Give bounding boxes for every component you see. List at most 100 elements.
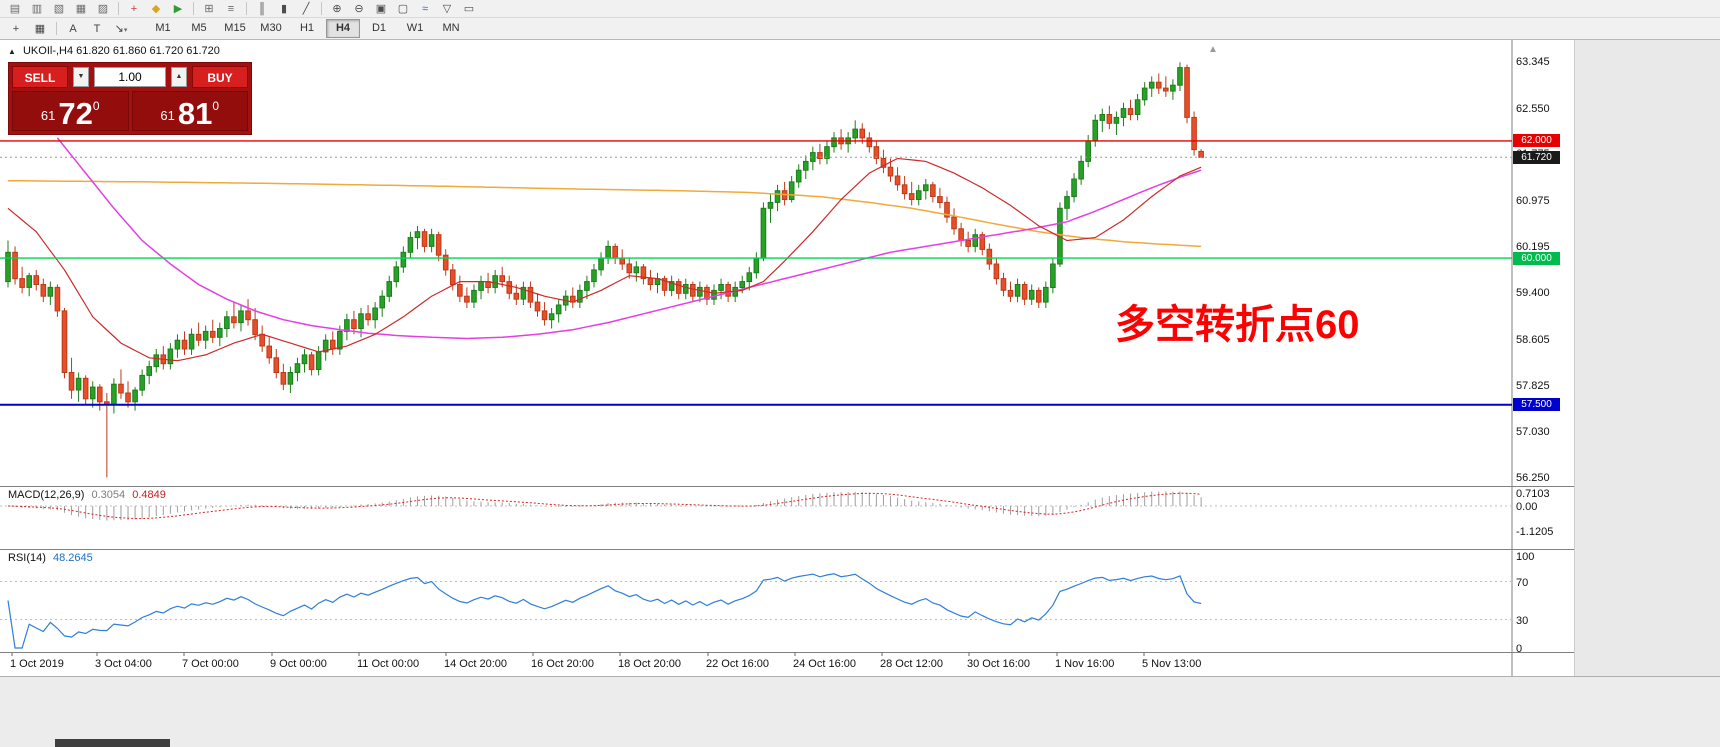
- cascade-windows-icon[interactable]: ▢: [397, 2, 409, 15]
- time-axis-label: 1 Oct 2019: [10, 658, 64, 670]
- macd-value-main: 0.3054: [91, 489, 126, 501]
- sell-price-sup: 0: [92, 99, 100, 113]
- toolbar-separator: [246, 2, 247, 15]
- price-axis-label: 57.030: [1516, 426, 1550, 438]
- volume-input[interactable]: [94, 67, 166, 87]
- timeframe-m5-button[interactable]: M5: [191, 22, 207, 34]
- profiles-icon[interactable]: ≡: [227, 2, 235, 15]
- time-axis-label: 18 Oct 20:00: [618, 658, 681, 670]
- buy-price-big: 81: [177, 96, 213, 132]
- symbol-ohlc-text: UKOIl-,H4 61.820 61.860 61.720 61.720: [22, 45, 220, 57]
- timeframe-m1-button[interactable]: M1: [155, 22, 171, 34]
- rsi-axis-label: 30: [1516, 615, 1529, 627]
- templates-icon[interactable]: ▭: [463, 2, 475, 15]
- crosshair-icon[interactable]: +: [12, 22, 20, 35]
- line-chart-icon[interactable]: ╱: [302, 2, 310, 15]
- price-tag-61.720: 61.720: [1513, 151, 1560, 164]
- timeframe-w1-button[interactable]: W1: [406, 22, 424, 34]
- timeframe-mn-button[interactable]: MN: [442, 22, 460, 34]
- timeframe-bar: M1 M5 M15 M30 H1 H4 D1 W1 MN: [145, 19, 469, 38]
- rsi-axis-label: 100: [1516, 551, 1535, 563]
- arrow-tools-icon[interactable]: ↘▾: [114, 22, 128, 35]
- candlestick-chart-icon[interactable]: ▮: [280, 2, 288, 15]
- macd-axis-label: 0.00: [1516, 501, 1538, 513]
- timeframe-h1-button[interactable]: H1: [299, 22, 315, 34]
- chart-header: ▲ UKOIl-,H4 61.820 61.860 61.720 61.720: [8, 45, 220, 57]
- time-axis-label: 16 Oct 20:00: [531, 658, 594, 670]
- macd-value-signal: 0.4849: [132, 489, 166, 501]
- time-axis-label: 30 Oct 16:00: [967, 658, 1030, 670]
- strategy-tester-icon[interactable]: ▨: [97, 2, 109, 15]
- buy-price-display[interactable]: 61 81 0: [131, 91, 248, 132]
- bar-chart-icon[interactable]: ║: [258, 2, 266, 15]
- timeframe-h4-button[interactable]: H4: [326, 19, 360, 38]
- price-axis-label: 60.195: [1516, 241, 1550, 253]
- toolbar-separator: [118, 2, 119, 15]
- price-tag-60.000: 60.000: [1513, 252, 1560, 265]
- one-click-toggle-icon[interactable]: ▲: [8, 47, 16, 56]
- new-chart-icon[interactable]: ⊞: [204, 2, 214, 15]
- window-right-margin: [1574, 40, 1720, 676]
- price-tag-57.500: 57.500: [1513, 398, 1560, 411]
- sell-price-display[interactable]: 61 72 0: [12, 91, 129, 131]
- toolbar-separator: [56, 22, 57, 35]
- time-axis-label: 9 Oct 00:00: [270, 658, 327, 670]
- metaeditor-icon[interactable]: ◆: [151, 2, 161, 15]
- data-window-icon[interactable]: ▥: [31, 2, 43, 15]
- price-axis-label: 56.250: [1516, 472, 1550, 484]
- chart-shift-marker-icon[interactable]: ▲: [1208, 44, 1218, 55]
- price-axis-label: 60.975: [1516, 195, 1550, 207]
- macd-axis-label: 0.7103: [1516, 488, 1550, 500]
- time-axis-label: 1 Nov 16:00: [1055, 658, 1115, 670]
- time-axis-label: 14 Oct 20:00: [444, 658, 507, 670]
- volume-up-button[interactable]: ▲: [171, 67, 187, 87]
- buy-price-prefix: 61: [160, 108, 175, 123]
- price-tag-62.000: 62.000: [1513, 134, 1560, 147]
- text-label-icon[interactable]: A: [69, 22, 77, 35]
- status-strip: [55, 739, 170, 747]
- new-order-icon[interactable]: +: [130, 2, 138, 15]
- price-axis-label: 62.550: [1516, 103, 1550, 115]
- navigator-icon[interactable]: ▧: [53, 2, 65, 15]
- time-axis-label: 28 Oct 12:00: [880, 658, 943, 670]
- buy-price-sup: 0: [212, 99, 220, 113]
- buy-button[interactable]: BUY: [192, 66, 248, 88]
- volume-down-button[interactable]: ▼: [73, 67, 89, 87]
- chart-annotation: 多空转折点60: [1115, 303, 1360, 347]
- toolbar-standard: ▤ ▥ ▧ ▦ ▨ + ◆ ▶ ⊞ ≡ ║ ▮ ╱ ⊕ ⊖ ▣ ▢ ≈ ▽ ▭: [0, 0, 1720, 18]
- time-axis-label: 24 Oct 16:00: [793, 658, 856, 670]
- price-axis-label: 63.345: [1516, 56, 1550, 68]
- sell-price-prefix: 61: [40, 108, 56, 123]
- timeframe-d1-button[interactable]: D1: [371, 22, 387, 34]
- sell-button[interactable]: SELL: [12, 66, 68, 88]
- rsi-axis-label: 70: [1516, 577, 1529, 589]
- rsi-value: 48.2645: [52, 552, 93, 564]
- price-axis-label: 57.825: [1516, 380, 1550, 392]
- tile-windows-icon[interactable]: ▣: [375, 2, 387, 15]
- zoom-out-icon[interactable]: ⊖: [354, 2, 364, 15]
- market-watch-icon[interactable]: ▤: [9, 2, 21, 15]
- timeframes-icon[interactable]: ▽: [442, 2, 452, 15]
- timeframe-m15-button[interactable]: M15: [224, 22, 246, 34]
- indicators-icon[interactable]: ≈: [421, 2, 429, 15]
- rsi-label: RSI(14) 48.2645: [8, 552, 93, 564]
- zoom-in-icon[interactable]: ⊕: [332, 2, 342, 15]
- sell-price-big: 72: [58, 96, 93, 132]
- one-click-trading-panel: SELL ▼ ▲ BUY 61 72 0 61 81 0: [8, 62, 252, 135]
- rsi-axis-label: 0: [1516, 643, 1523, 655]
- time-axis-label: 11 Oct 00:00: [357, 658, 420, 670]
- time-axis-label: 7 Oct 00:00: [182, 658, 239, 670]
- toolbar-separator: [321, 2, 322, 15]
- time-axis-label: 3 Oct 04:00: [95, 658, 152, 670]
- chevron-down-icon: ▾: [123, 26, 128, 34]
- window-footer: [0, 676, 1720, 747]
- toolbar-separator: [193, 2, 194, 15]
- timeframe-m30-button[interactable]: M30: [260, 22, 282, 34]
- time-axis-label: 5 Nov 13:00: [1142, 658, 1202, 670]
- terminal-icon[interactable]: ▦: [75, 2, 87, 15]
- text-box-icon[interactable]: T: [93, 22, 101, 35]
- grid-icon[interactable]: ▦: [34, 22, 46, 35]
- autotrading-icon[interactable]: ▶: [173, 2, 183, 15]
- price-axis-label: 58.605: [1516, 334, 1550, 346]
- rsi-name: RSI(14): [8, 552, 46, 564]
